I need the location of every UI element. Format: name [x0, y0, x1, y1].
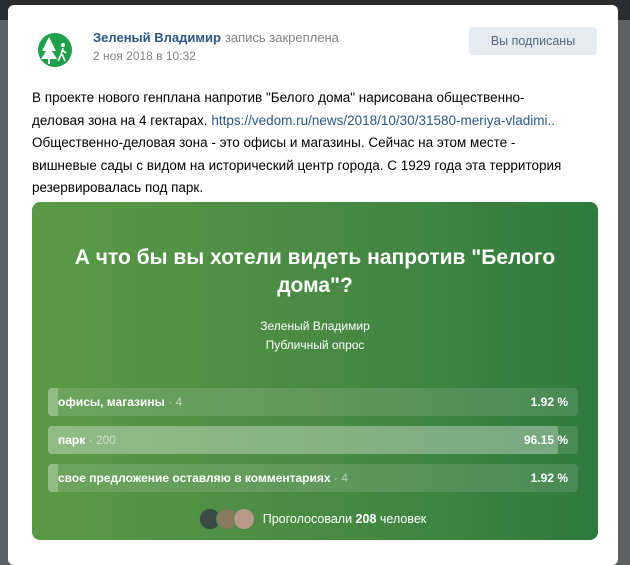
group-logo[interactable]	[34, 25, 76, 73]
voter-avatars[interactable]	[198, 508, 255, 530]
poll-option[interactable]: парк · 200 96.15 %	[48, 426, 578, 454]
text-line: резервировалась под парк.	[32, 180, 204, 195]
subscribed-button[interactable]: Вы подписаны	[469, 27, 597, 55]
post-link[interactable]: https://vedom.ru/news/2018/10/30/31580-m…	[211, 112, 555, 128]
author-name[interactable]: Зеленый Владимир запись закреплена	[93, 30, 339, 45]
option-label: свое предложение оставляю в комментариях…	[58, 471, 348, 485]
text-line: В проекте нового генплана напротив "Бело…	[32, 90, 525, 105]
post-card: Зеленый Владимир запись закреплена 2 ноя …	[8, 5, 618, 565]
voted-text: Проголосовали 208 человек	[262, 512, 427, 526]
option-percent: 1.92 %	[530, 395, 568, 409]
option-percent: 1.92 %	[530, 471, 568, 485]
voter-avatar[interactable]	[232, 508, 255, 530]
text-line: вишневые сады с видом на исторический це…	[32, 157, 562, 173]
text-segment: деловая зона на 4 гектарах.	[32, 112, 208, 128]
option-fill	[48, 464, 59, 492]
option-label: парк · 200	[58, 433, 116, 447]
option-percent: 96.15 %	[523, 433, 568, 447]
option-count: · 4	[333, 471, 348, 485]
text-line: деловая зона на 4 гектарах. https://vedo…	[32, 110, 561, 133]
post-date[interactable]: 2 ноя 2018 в 10:32	[93, 49, 196, 63]
pinned-label: запись закреплена	[224, 30, 339, 45]
author-link[interactable]: Зеленый Владимир	[93, 30, 221, 45]
option-fill	[48, 426, 558, 454]
option-count: · 4	[168, 395, 183, 409]
post-text: В проекте нового генплана напротив "Бело…	[32, 87, 561, 200]
poll-type: Публичный опрос	[265, 338, 365, 352]
poll-author: Зеленый Владимир	[260, 319, 370, 333]
option-label: офисы, магазины · 4	[58, 395, 183, 409]
voters-summary[interactable]: Проголосовали 208 человек	[32, 508, 598, 530]
poll-title: А что бы вы хотели видеть напротив "Бело…	[74, 246, 556, 297]
option-fill	[48, 388, 59, 416]
poll-option[interactable]: офисы, магазины · 4 1.92 %	[48, 388, 578, 416]
text-line: Общественно-деловая зона - это офисы и м…	[32, 135, 516, 150]
option-count: · 200	[88, 433, 116, 447]
poll: А что бы вы хотели видеть напротив "Бело…	[32, 202, 598, 540]
poll-option[interactable]: свое предложение оставляю в комментариях…	[48, 464, 578, 492]
